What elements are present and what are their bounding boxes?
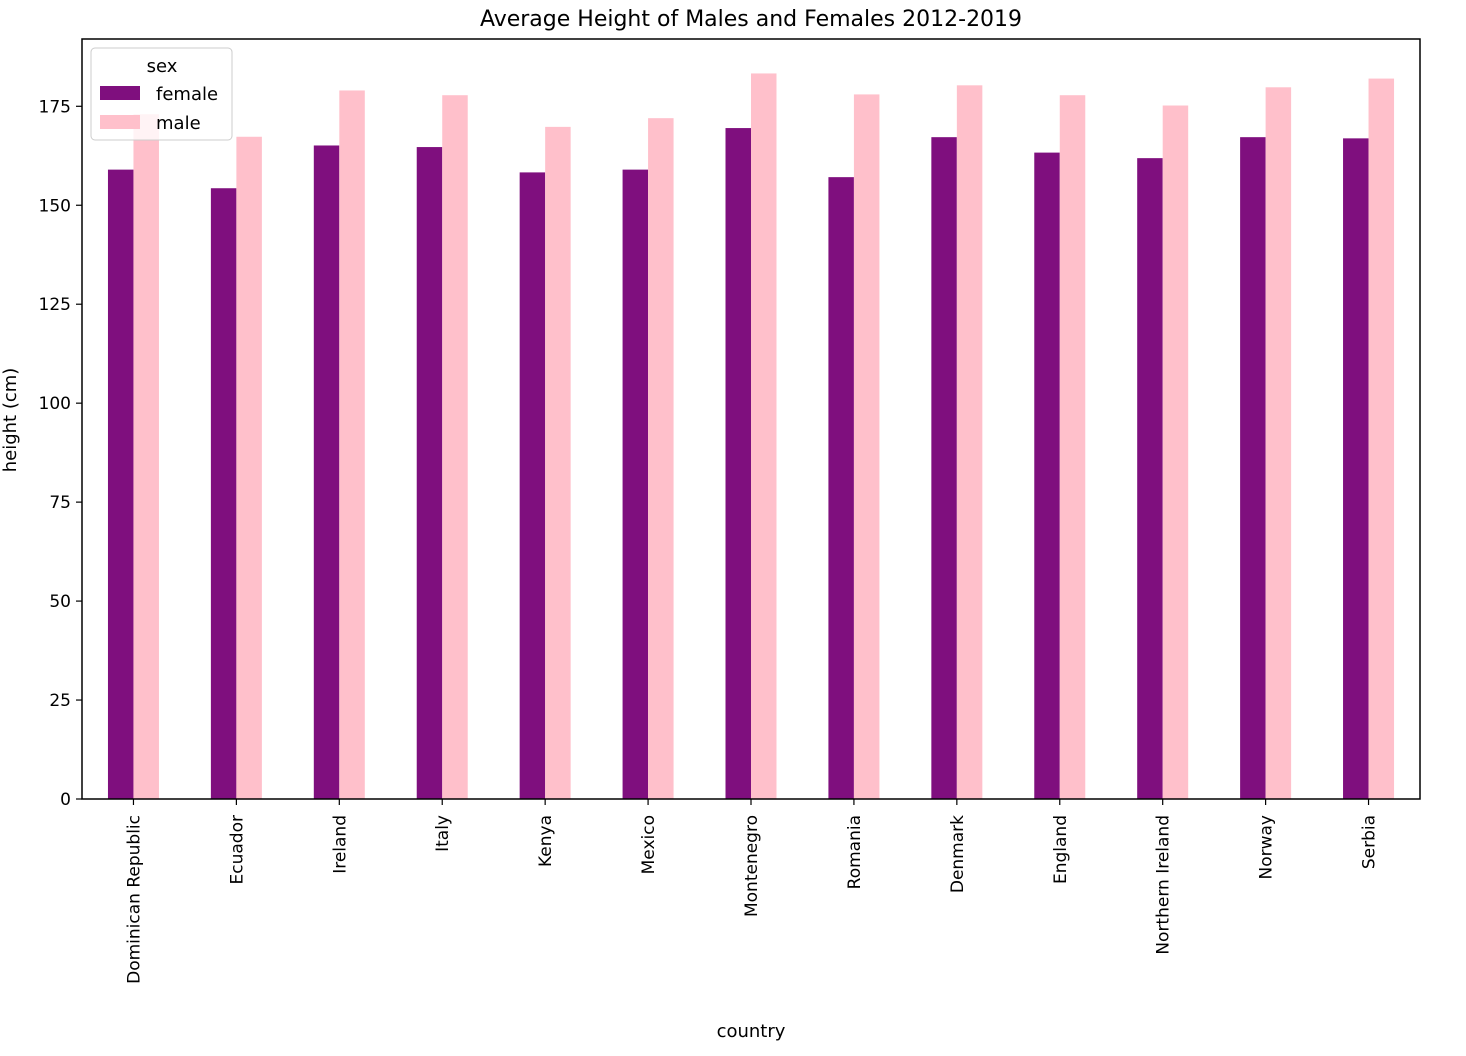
y-tick-label: 50 [49,592,71,612]
bar-male-romania [853,94,880,799]
bar-female-ecuador [210,188,237,799]
x-tick-label: Ireland [330,815,350,874]
legend-swatch-female [100,86,140,100]
bar-female-denmark [931,137,957,799]
bar-male-dominican-republic [133,114,159,800]
x-axis-label: country [717,1021,786,1042]
x-tick-label: Denmark [948,815,968,893]
bar-male-denmark [956,85,983,799]
x-tick-label: Norway [1257,815,1277,880]
bar-male-england [1059,95,1086,800]
x-tick-label: Mexico [639,815,659,874]
bar-male-mexico [648,118,674,799]
bar-female-romania [828,177,854,800]
y-tick-label: 125 [39,295,71,315]
legend-items: female male [100,84,218,134]
bar-male-italy [442,95,468,800]
bar-female-england [1034,152,1060,799]
bar-female-mexico [622,169,649,799]
bar-male-ireland [339,90,365,800]
x-axis: Dominican Republic Ecuador Ireland Italy Ken… [124,799,1380,984]
bar-male-serbia [1368,78,1395,800]
bar-female-dominican-republic [107,169,134,799]
x-tick-label: Romania [845,815,865,889]
bar-male-montenegro [751,73,777,799]
x-tick-label: Montenegro [742,815,762,917]
y-tick-label: 175 [39,97,71,117]
bar-female-kenya [519,172,546,800]
x-tick-label: Dominican Republic [124,815,144,984]
y-tick-label: 150 [39,196,71,216]
legend-title: sex [147,56,178,77]
bar-female-serbia [1343,138,1369,799]
x-tick-label: Serbia [1360,815,1380,869]
y-tick-label: 100 [39,394,71,414]
bar-male-norway [1265,87,1292,799]
y-axis-label: height (cm) [0,368,21,473]
bar-female-norway [1240,137,1266,799]
legend-label-female: female [156,84,218,105]
x-tick-label: Ecuador [227,815,247,884]
bar-female-montenegro [725,128,751,799]
x-tick-label: Northern Ireland [1154,815,1174,955]
legend: sex female male [90,47,233,141]
bar-male-northern-ireland [1162,105,1189,799]
x-tick-label: Kenya [536,815,556,867]
x-tick-label: Italy [433,815,453,852]
y-tick-label: 0 [60,790,71,810]
bar-female-ireland [313,145,340,799]
bar-male-kenya [545,126,571,799]
y-axis: 0 25 50 75 100 125 150 175 [39,97,82,810]
legend-label-male: male [156,113,201,134]
bar-female-italy [416,147,443,799]
legend-swatch-male [100,115,140,129]
bar-female-northern-ireland [1137,158,1163,800]
bars-layer [107,73,1395,800]
chart-title: Average Height of Males and Females 2012… [480,7,1022,32]
x-tick-label: England [1051,815,1071,884]
y-tick-label: 75 [49,493,71,513]
y-tick-label: 25 [49,691,71,711]
bar-male-ecuador [236,136,262,800]
